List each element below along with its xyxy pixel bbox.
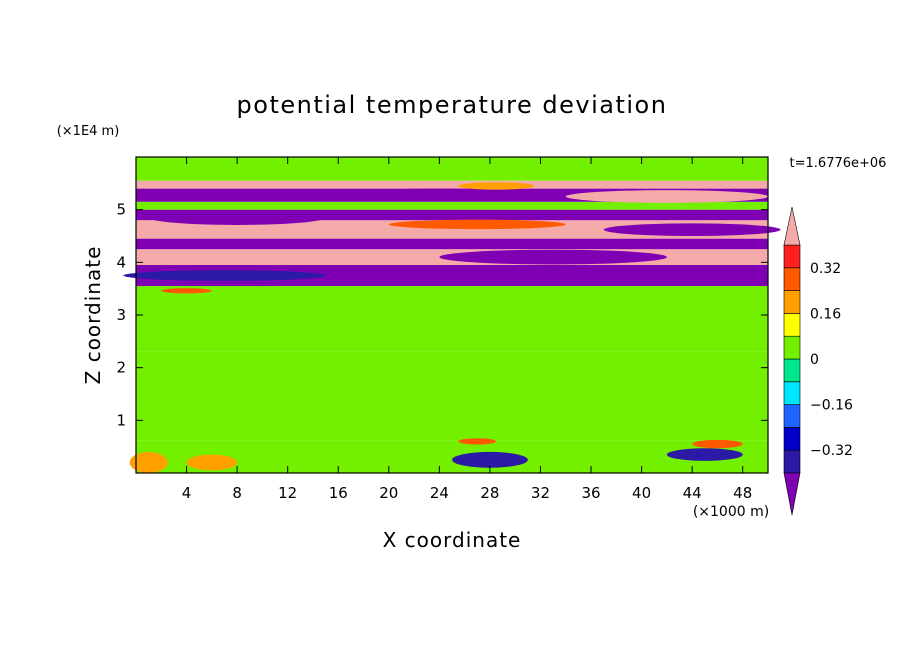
colorbar [783,206,801,516]
contour-feature-6 [439,249,667,265]
contour-feature-0 [565,190,768,203]
y-tick-label: 4 [116,253,126,271]
contour-feature-13 [129,451,168,473]
x-tick-label: 48 [733,484,752,502]
contour-feature-8 [161,288,212,294]
contour-feature-1 [325,188,554,202]
y-unit-label: (×1E4 m) [57,124,120,139]
x-tick-label: 40 [632,484,651,502]
x-tick-label: 28 [480,484,499,502]
y-tick-label: 5 [116,201,126,219]
x-tick-label: 32 [531,484,550,502]
colorbar-segment-3 [783,381,801,405]
y-tick-label: 2 [116,359,126,377]
x-axis-ticks: 4 8 12 16 20 24 28 32 36 40 44 48 [182,157,752,502]
contour-feature-3 [148,210,326,225]
contour-plot-area [123,157,781,473]
x-tick-label: 24 [430,484,449,502]
y-axis-label: Z coordinate [81,246,105,385]
colorbar-segment-7 [783,290,801,314]
contour-feature-12 [458,438,497,445]
contour-band-9 [136,209,768,221]
contour-feature-10 [666,448,743,461]
colorbar-segment-5 [783,335,801,360]
contour-band-5 [136,264,768,287]
contour-feature-4 [603,223,781,236]
colorbar-label: −0.32 [810,443,853,459]
contour-band-13 [136,157,768,181]
contour-band-4 [136,286,768,294]
contour-feature-9 [452,451,528,468]
contour-feature-2 [458,182,535,190]
contour-band-3 [136,293,768,352]
x-tick-label: 16 [329,484,348,502]
colorbar-label: −0.16 [810,398,853,414]
colorbar-extend-top [783,206,801,246]
x-tick-label: 36 [581,484,600,502]
x-unit-label: (×1000 m) [693,504,769,520]
y-tick-label: 1 [116,411,126,429]
colorbar-segment-4 [783,358,801,383]
colorbar-segment-9 [783,244,801,269]
colorbar-segment-6 [783,313,801,337]
contour-band-1 [136,404,768,441]
contour-band-0 [136,440,768,473]
colorbar-label: 0.32 [810,261,841,277]
x-tick-label: 4 [182,484,192,502]
contour-band-12 [136,180,768,189]
colorbar-label: 0.16 [810,306,841,322]
colorbar-label: 0 [810,352,819,368]
contour-feature-11 [692,439,743,449]
x-axis-label: X coordinate [383,528,522,552]
x-tick-label: 44 [683,484,702,502]
contour-band-10 [136,201,768,210]
y-tick-label: 3 [116,306,126,324]
contour-band-7 [136,238,768,250]
colorbar-segment-0 [783,449,801,474]
contour-band-8 [136,220,768,239]
x-tick-label: 12 [278,484,297,502]
x-tick-label: 8 [232,484,242,502]
colorbar-segment-2 [783,404,801,428]
colorbar-segment-1 [783,427,801,451]
colorbar-segment-8 [783,267,801,291]
contour-feature-7 [123,270,326,281]
contour-band-2 [136,351,768,405]
contour-feature-14 [186,454,238,471]
colorbar-labels: 0.32 0.16 0 −0.16 −0.32 [810,261,853,459]
time-label: t=1.6776e+06 [790,156,887,171]
y-axis-ticks: 1 2 3 4 5 [116,201,768,429]
colorbar-extend-bottom [783,472,801,516]
chart-title: potential temperature deviation [237,91,668,119]
x-tick-label: 20 [379,484,398,502]
contour-feature-5 [388,219,566,230]
